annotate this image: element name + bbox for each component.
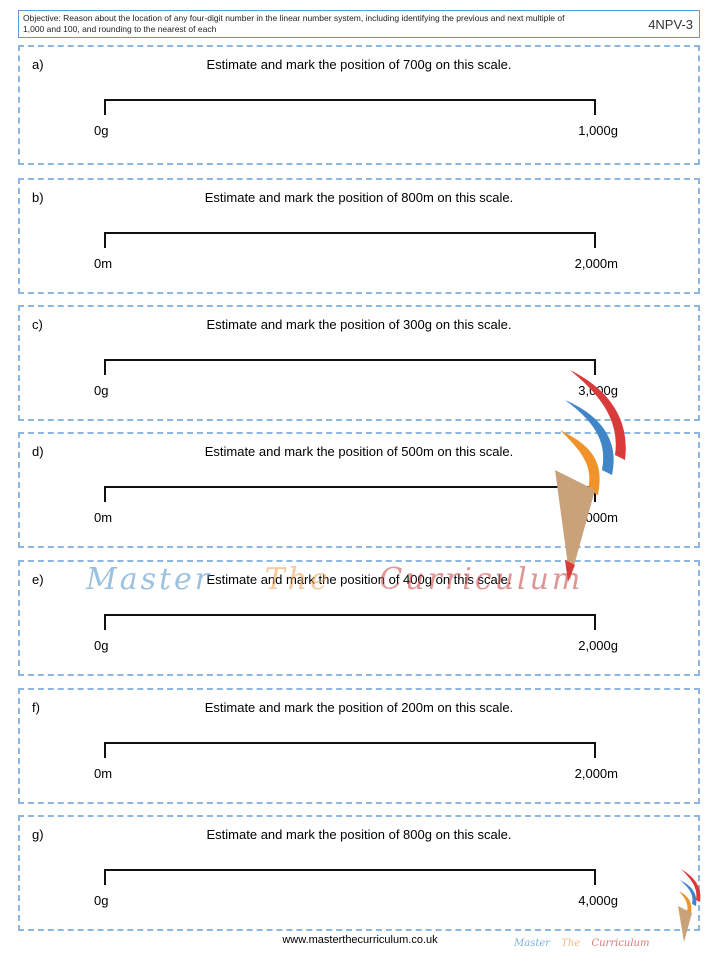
logo-word: Curriculum: [591, 938, 650, 949]
watermark-word: Curriculum: [379, 562, 584, 597]
scale-line: [104, 869, 596, 885]
instruction: Estimate and mark the position of 300g o…: [206, 317, 512, 332]
scale-start: 0g: [94, 893, 109, 908]
scale-start: 0m: [94, 510, 113, 525]
objective: Objective: Reason about the location of …: [23, 13, 565, 34]
scale-line: [104, 99, 596, 115]
header: Objective: Reason about the location of …: [18, 10, 700, 38]
scale-end: 2,000g: [578, 638, 618, 653]
question: b) Estimate and mark the position of 800m…: [18, 178, 700, 294]
instruction: Estimate and mark the position of 800m o…: [204, 190, 514, 205]
logo-word: The: [561, 938, 581, 949]
question-label: a): [32, 57, 44, 72]
question-label: c): [32, 317, 43, 332]
instruction: Estimate and mark the position of 800g o…: [206, 827, 512, 842]
logo-word: Master: [514, 938, 551, 949]
question-label: f): [32, 700, 40, 715]
scale-end: 4,000g: [578, 893, 618, 908]
instruction: Estimate and mark the position of 400g o…: [206, 572, 512, 587]
scale-line: [104, 359, 596, 375]
footer-url: www.masterthecurriculum.co.uk: [282, 934, 438, 946]
question: g) Estimate and mark the position of 800g…: [18, 815, 700, 931]
logo-text: Master The Curriculum: [514, 938, 649, 949]
question: c) Estimate and mark the position of 300g…: [18, 305, 700, 421]
scale-start: 0g: [94, 638, 109, 653]
code: 4NPV-3: [648, 17, 693, 32]
scale-start: 0g: [94, 383, 109, 398]
scale-line: [104, 232, 596, 248]
logo-pencil: [555, 370, 626, 582]
watermark-word: The: [264, 562, 331, 597]
scale-start: 0m: [94, 256, 113, 271]
scale-end: 2,000m: [574, 256, 618, 271]
scale-line: [104, 486, 596, 502]
scale-line: [104, 742, 596, 758]
question: e) Estimate and mark the position of 400g…: [18, 560, 700, 676]
scale-start: 0m: [94, 766, 113, 781]
question: a) Estimate and mark the position of 700g…: [18, 45, 700, 165]
instruction: Estimate and mark the position of 500m o…: [204, 444, 514, 459]
scale-start: 0g: [94, 123, 109, 138]
instruction: Estimate and mark the position of 200m o…: [204, 700, 514, 715]
scale-end: 1,000g: [578, 123, 618, 138]
question-label: d): [32, 444, 44, 459]
question-label: g): [32, 827, 44, 842]
question-label: e): [32, 572, 44, 587]
question: f) Estimate and mark the position of 200m…: [18, 688, 700, 804]
scale-end: 2,000m: [574, 766, 618, 781]
instruction: Estimate and mark the position of 700g o…: [206, 57, 512, 72]
scale-line: [104, 614, 596, 630]
watermark-word: Master: [86, 562, 213, 597]
logo-small: [678, 869, 701, 942]
question-label: b): [32, 190, 44, 205]
watermark: Master The Curriculum: [86, 562, 583, 597]
